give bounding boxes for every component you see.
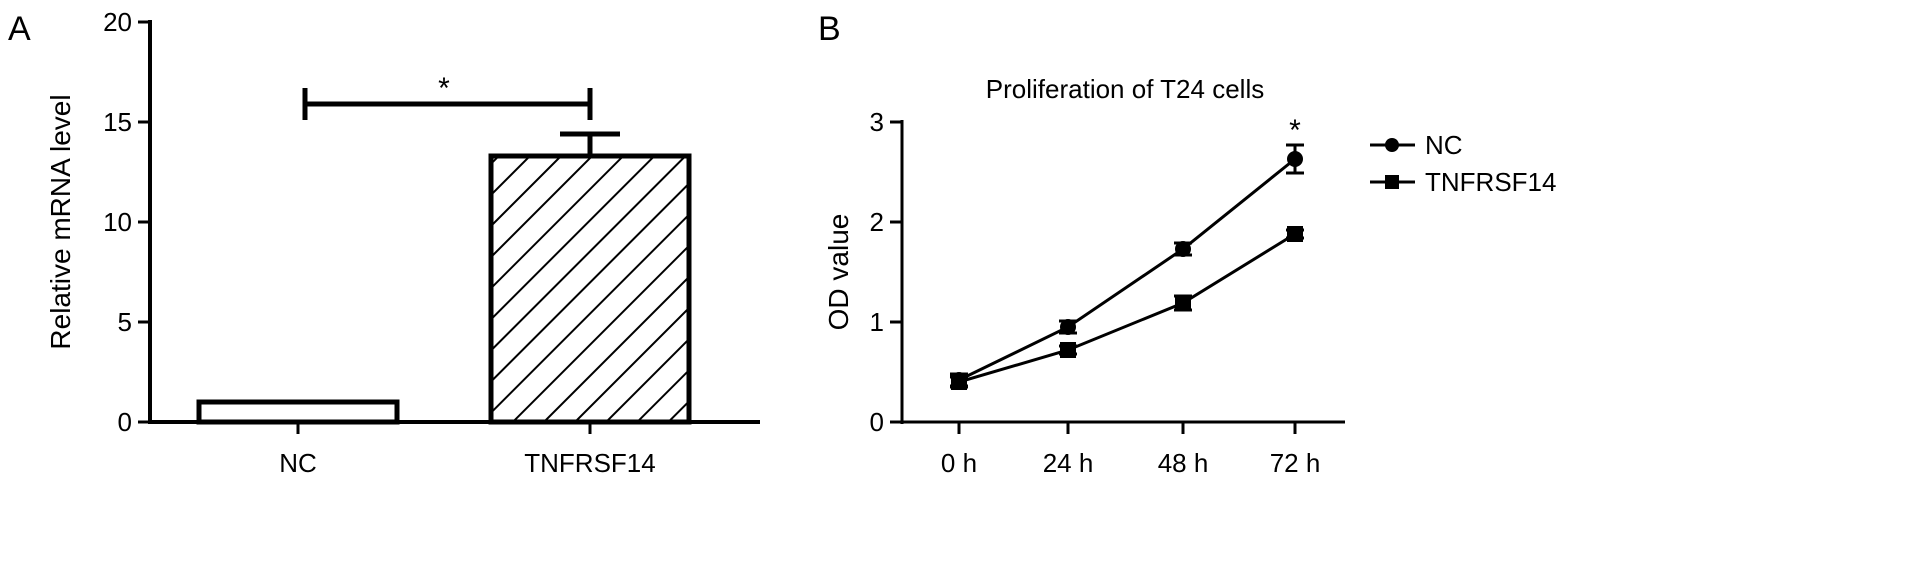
bar-nc: [196, 399, 400, 425]
data-point-nc: [1060, 319, 1076, 335]
data-point-nc: [1175, 241, 1191, 257]
legend-marker-nc: [1385, 138, 1399, 152]
x-tick-label: NC: [279, 448, 317, 478]
data-point-tnfrsf14: [951, 374, 967, 390]
series-line-nc: [958, 157, 1296, 382]
y-tick-label: 0: [870, 407, 884, 437]
legend-marker-tnfrsf14: [1385, 175, 1399, 189]
data-point-tnfrsf14: [1060, 342, 1076, 358]
x-tick-label: 0 h: [941, 448, 977, 478]
bar-tnfrsf14: [488, 153, 692, 425]
y-tick-label: 0: [118, 407, 132, 437]
panel-b-line-chart: B Proliferation of T24 cells 0 1 2 3 OD value 0…: [818, 10, 1556, 478]
y-tick-label: 10: [103, 207, 132, 237]
legend-label: TNFRSF14: [1425, 167, 1556, 197]
significance-marker: *: [1289, 114, 1301, 147]
y-axis-label: Relative mRNA level: [45, 94, 76, 349]
y-tick-label: 3: [870, 107, 884, 137]
data-point-tnfrsf14: [1287, 226, 1303, 242]
x-tick-label: TNFRSF14: [524, 448, 655, 478]
panel-a-bar-chart: A 0 5 10 15 20 Relative mRNA level NC TNFRSF14 *: [8, 7, 760, 478]
y-axis-label: OD value: [823, 214, 854, 331]
y-tick-label: 20: [103, 7, 132, 37]
data-point-nc: [1287, 151, 1303, 167]
significance-marker: *: [438, 72, 450, 105]
x-tick-label: 48 h: [1158, 448, 1209, 478]
panel-label: A: [8, 10, 31, 48]
y-tick-label: 15: [103, 107, 132, 137]
data-point-tnfrsf14: [1175, 295, 1191, 311]
chart-title: Proliferation of T24 cells: [986, 74, 1264, 104]
series-line-tnfrsf14: [958, 232, 1296, 384]
y-tick-label: 1: [870, 307, 884, 337]
legend-label: NC: [1425, 130, 1463, 160]
y-tick-label: 5: [118, 307, 132, 337]
y-tick-label: 2: [870, 207, 884, 237]
x-tick-label: 72 h: [1270, 448, 1321, 478]
panel-label: B: [818, 10, 841, 48]
x-tick-label: 24 h: [1043, 448, 1094, 478]
